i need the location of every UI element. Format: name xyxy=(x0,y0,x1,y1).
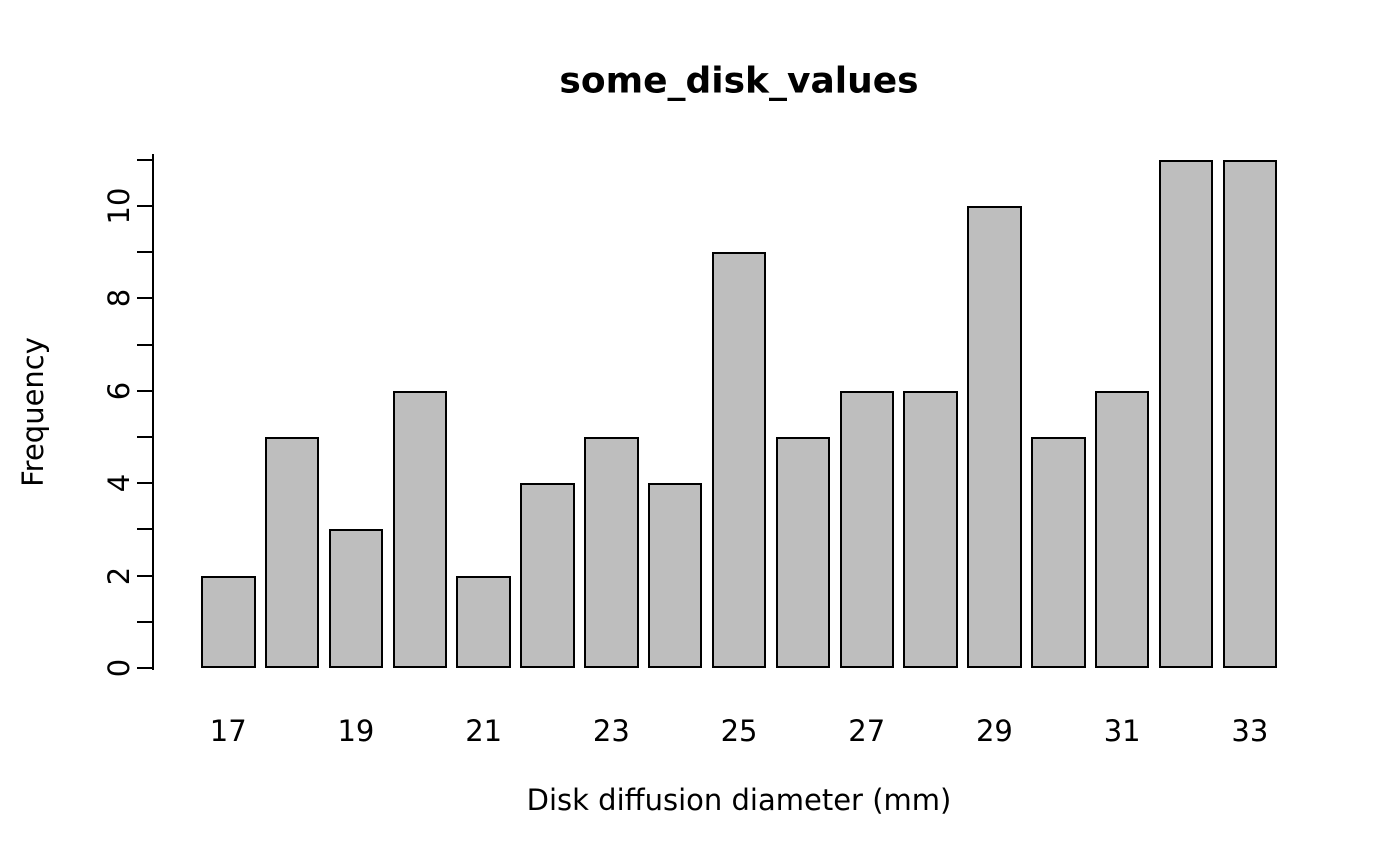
y-axis-tick xyxy=(137,297,152,300)
x-tick-label-25: 25 xyxy=(720,714,758,748)
y-axis-line xyxy=(152,153,154,670)
bar-17 xyxy=(201,575,256,668)
y-axis-tick xyxy=(137,620,152,623)
y-axis-tick xyxy=(137,158,152,161)
y-axis-label: Frequency xyxy=(16,337,50,487)
bar-23 xyxy=(584,437,639,668)
y-tick-label-4: 4 xyxy=(102,473,136,493)
y-axis-tick xyxy=(137,389,152,392)
y-axis-tick xyxy=(137,482,152,485)
bar-18 xyxy=(264,437,320,668)
bar-32 xyxy=(1158,159,1214,668)
x-tick-label-23: 23 xyxy=(592,714,630,748)
y-axis-tick xyxy=(137,251,152,254)
x-tick-label-33: 33 xyxy=(1231,714,1269,748)
bar-28 xyxy=(903,390,958,668)
y-axis-tick xyxy=(137,205,152,207)
x-tick-label-17: 17 xyxy=(209,714,247,748)
y-axis-tick xyxy=(137,528,152,531)
x-tick-label-21: 21 xyxy=(465,714,503,748)
x-tick-label-27: 27 xyxy=(848,714,886,748)
bar-24 xyxy=(647,483,703,668)
chart-title: some_disk_values xyxy=(559,60,919,102)
x-axis-label: Disk diffusion diameter (mm) xyxy=(526,783,952,817)
y-axis-tick xyxy=(137,436,152,438)
bar-27 xyxy=(839,390,894,668)
x-tick-label-29: 29 xyxy=(975,714,1013,748)
y-tick-label-10: 10 xyxy=(102,187,136,225)
y-tick-label-2: 2 xyxy=(102,566,136,585)
y-tick-label-8: 8 xyxy=(102,289,136,308)
y-axis-tick xyxy=(137,343,152,346)
bar-29 xyxy=(967,206,1022,668)
y-axis-tick xyxy=(137,667,152,669)
bar-22 xyxy=(520,483,575,668)
y-axis-tick xyxy=(137,574,152,577)
y-tick-label-0: 0 xyxy=(102,658,136,678)
x-tick-label-19: 19 xyxy=(337,714,375,748)
bar-33 xyxy=(1222,159,1278,668)
bar-25 xyxy=(711,252,767,668)
x-tick-label-31: 31 xyxy=(1103,714,1141,748)
y-tick-label-6: 6 xyxy=(102,381,136,401)
bar-19 xyxy=(328,529,384,668)
bar-31 xyxy=(1094,390,1150,668)
bar-21 xyxy=(456,575,511,668)
bar-30 xyxy=(1031,437,1086,668)
bar-20 xyxy=(392,390,448,668)
bar-26 xyxy=(775,437,831,668)
